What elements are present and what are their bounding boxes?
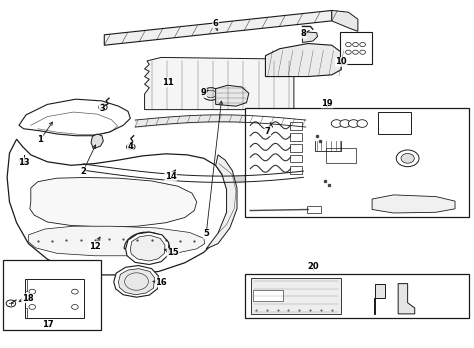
Polygon shape [91, 134, 103, 149]
FancyBboxPatch shape [290, 122, 302, 130]
Text: 20: 20 [307, 262, 319, 271]
Polygon shape [374, 284, 385, 314]
Polygon shape [19, 159, 28, 164]
Text: 7: 7 [265, 127, 271, 136]
Polygon shape [145, 57, 294, 110]
Text: 2: 2 [80, 167, 86, 176]
Polygon shape [7, 139, 228, 275]
Circle shape [348, 120, 359, 127]
Circle shape [346, 42, 351, 47]
Circle shape [6, 300, 16, 307]
Text: 19: 19 [321, 99, 333, 108]
Polygon shape [332, 10, 358, 31]
Circle shape [346, 50, 351, 54]
Text: 8: 8 [301, 29, 306, 38]
Circle shape [331, 120, 342, 127]
FancyBboxPatch shape [245, 274, 469, 318]
Polygon shape [104, 10, 332, 45]
Text: 10: 10 [336, 57, 347, 66]
Text: 4: 4 [128, 142, 133, 151]
Polygon shape [19, 99, 130, 136]
FancyBboxPatch shape [307, 206, 321, 213]
Circle shape [29, 304, 36, 309]
Circle shape [265, 124, 277, 133]
FancyBboxPatch shape [290, 155, 302, 162]
Polygon shape [114, 266, 158, 297]
FancyBboxPatch shape [251, 278, 341, 314]
FancyBboxPatch shape [326, 148, 356, 163]
Circle shape [127, 144, 135, 150]
Circle shape [72, 289, 78, 294]
Polygon shape [126, 232, 169, 264]
FancyBboxPatch shape [290, 144, 302, 152]
FancyBboxPatch shape [340, 32, 372, 64]
Circle shape [396, 150, 419, 167]
Polygon shape [398, 284, 415, 314]
FancyBboxPatch shape [253, 290, 283, 301]
Polygon shape [28, 226, 205, 256]
Circle shape [72, 304, 78, 309]
Text: 1: 1 [37, 135, 43, 144]
FancyBboxPatch shape [25, 279, 84, 318]
Text: 5: 5 [203, 229, 209, 238]
Circle shape [99, 104, 107, 110]
FancyBboxPatch shape [290, 133, 302, 141]
Circle shape [353, 50, 358, 54]
FancyBboxPatch shape [290, 166, 302, 174]
FancyBboxPatch shape [245, 108, 469, 217]
Circle shape [357, 120, 367, 127]
Circle shape [401, 153, 414, 163]
Text: 18: 18 [22, 294, 33, 303]
Circle shape [360, 42, 365, 47]
Circle shape [268, 127, 274, 131]
Text: 17: 17 [42, 320, 53, 329]
Polygon shape [130, 235, 165, 261]
Text: 9: 9 [201, 88, 207, 97]
Circle shape [360, 50, 365, 54]
Polygon shape [302, 32, 318, 42]
Polygon shape [30, 177, 197, 227]
Text: 13: 13 [18, 158, 29, 167]
Polygon shape [216, 85, 249, 106]
Circle shape [340, 120, 350, 127]
Polygon shape [372, 195, 455, 213]
Text: 14: 14 [165, 172, 176, 181]
Polygon shape [206, 155, 237, 249]
Polygon shape [118, 269, 155, 295]
Circle shape [29, 289, 36, 294]
Text: 6: 6 [213, 19, 219, 28]
FancyBboxPatch shape [3, 260, 101, 330]
Circle shape [206, 90, 216, 98]
Circle shape [202, 88, 219, 100]
FancyBboxPatch shape [378, 112, 411, 134]
Text: 11: 11 [163, 78, 174, 87]
Wedge shape [124, 232, 170, 254]
Text: 12: 12 [89, 242, 100, 251]
Text: 15: 15 [167, 248, 179, 258]
Circle shape [353, 42, 358, 47]
Polygon shape [265, 44, 341, 77]
Text: 16: 16 [155, 278, 167, 287]
Text: 3: 3 [99, 104, 105, 113]
